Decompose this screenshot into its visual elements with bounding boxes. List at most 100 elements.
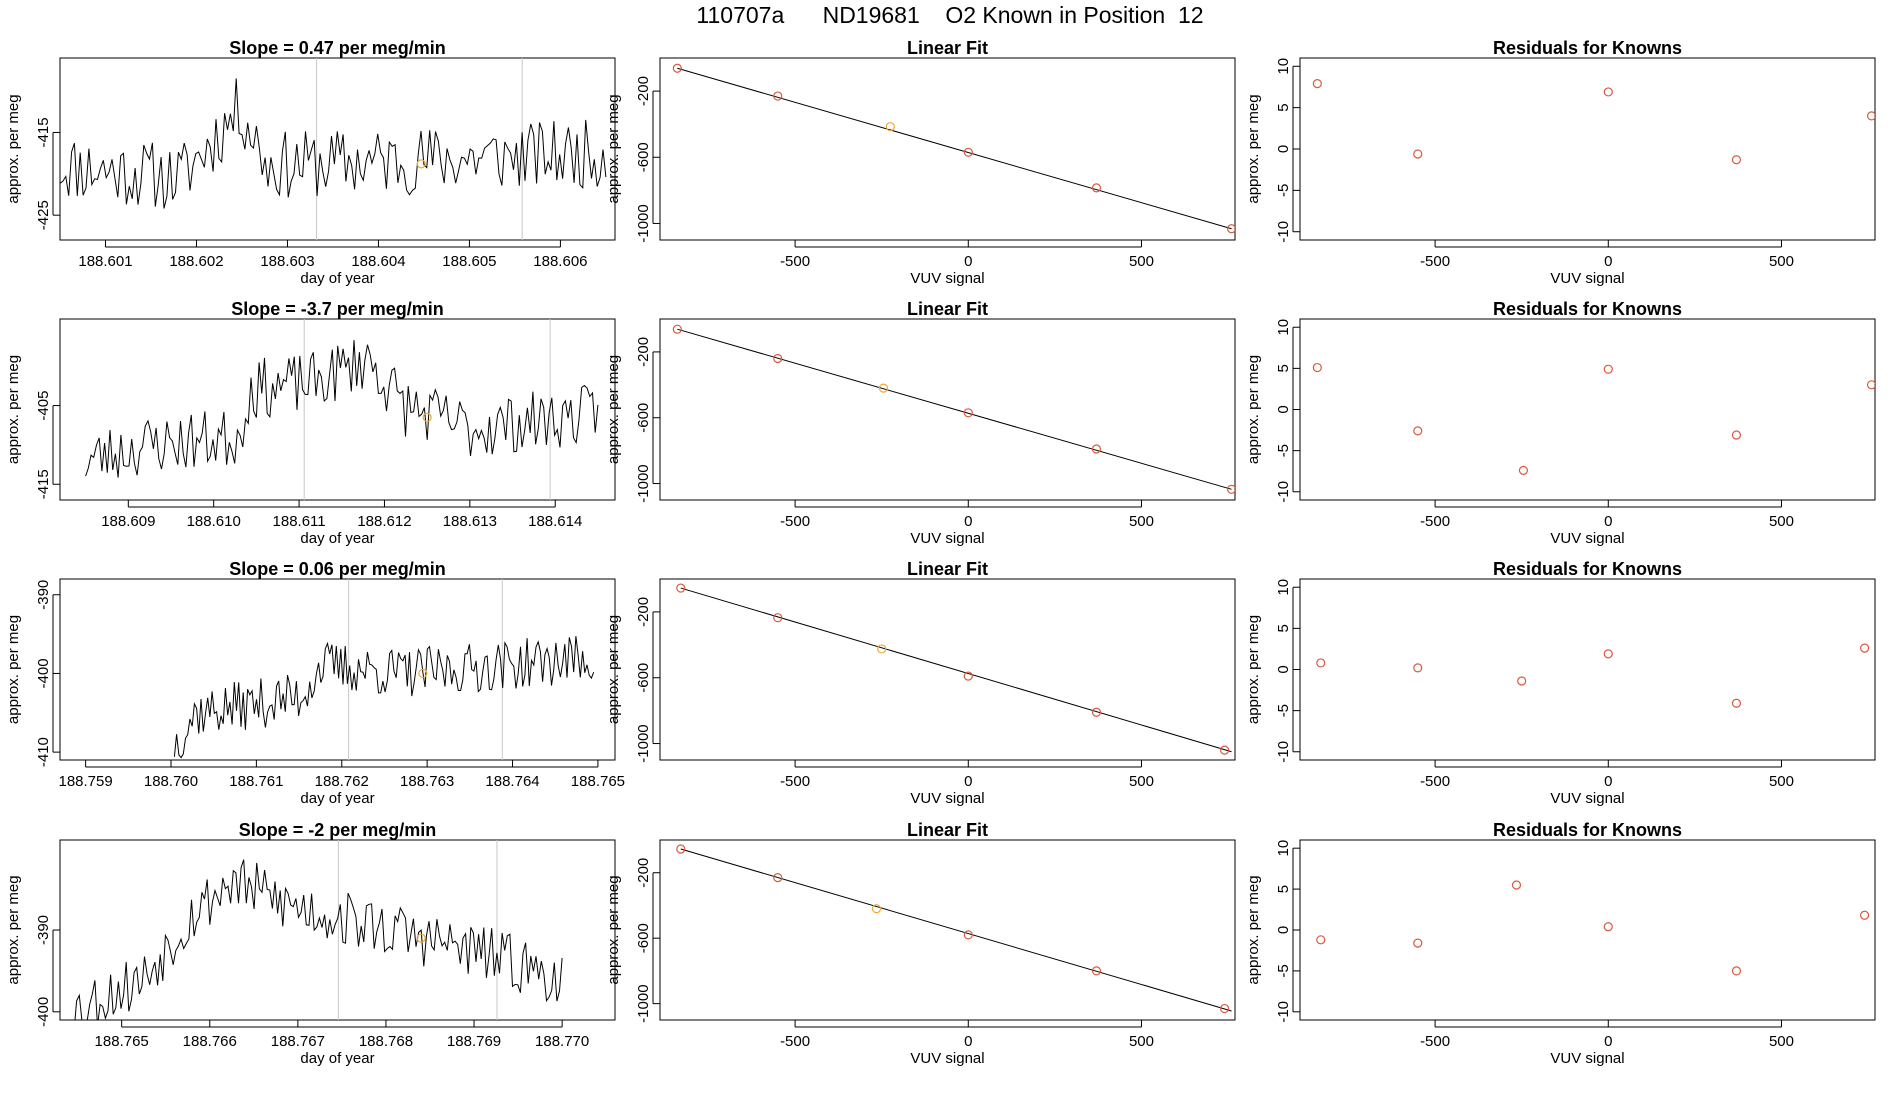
x-axis-label: VUV signal bbox=[1550, 270, 1624, 287]
plot-frame bbox=[659, 57, 1236, 241]
x-tick-label: 500 bbox=[1769, 253, 1794, 270]
data-point bbox=[1220, 1003, 1230, 1014]
fit-line bbox=[680, 848, 1232, 1012]
y-tick-label: 5 bbox=[1275, 103, 1292, 111]
y-tick-label: -400 bbox=[35, 997, 52, 1027]
data-point bbox=[1413, 663, 1423, 673]
x-tick-label: 0 bbox=[964, 773, 972, 790]
y-tick-label: -10 bbox=[1275, 481, 1292, 503]
y-tick-label: -10 bbox=[1275, 741, 1292, 763]
panel-title: Residuals for Knowns bbox=[1493, 299, 1682, 319]
data-point bbox=[1316, 935, 1326, 945]
fit-line bbox=[680, 587, 1232, 753]
data-point bbox=[672, 324, 682, 334]
panel-r4-c3: Residuals for Knowns -500 0 500 VUV signal -1… bbox=[1245, 820, 1876, 1067]
x-tick-label: 188.609 bbox=[101, 513, 155, 530]
y-axis-label: approx. per meg bbox=[5, 355, 22, 464]
x-tick-label: 188.612 bbox=[357, 513, 411, 530]
data-point bbox=[1091, 966, 1102, 976]
data-point bbox=[1517, 676, 1527, 686]
x-tick-label: 188.606 bbox=[533, 253, 587, 270]
plot-area bbox=[74, 840, 563, 1020]
y-tick-label: -600 bbox=[635, 663, 652, 693]
fit-line bbox=[677, 328, 1232, 490]
x-tick-label: -500 bbox=[1420, 253, 1450, 270]
x-axis-label: day of year bbox=[300, 270, 374, 287]
x-tick-label: 188.769 bbox=[447, 1033, 501, 1050]
y-tick-label: -425 bbox=[35, 200, 52, 230]
data-point bbox=[1413, 149, 1423, 159]
y-tick-label: -600 bbox=[635, 403, 652, 433]
y-axis-label: approx. per meg bbox=[1245, 615, 1262, 724]
x-axis-label: day of year bbox=[300, 530, 374, 547]
x-tick-label: 188.763 bbox=[400, 773, 454, 790]
plot-area bbox=[676, 583, 1232, 755]
x-axis-label: VUV signal bbox=[910, 1050, 984, 1067]
x-tick-label: -500 bbox=[780, 513, 810, 530]
series-line bbox=[60, 78, 607, 209]
data-point bbox=[1226, 484, 1235, 494]
data-point bbox=[1731, 155, 1742, 165]
x-tick-label: 500 bbox=[1129, 773, 1154, 790]
x-tick-label: 188.613 bbox=[443, 513, 497, 530]
data-point bbox=[1866, 111, 1875, 121]
data-point bbox=[1603, 922, 1613, 932]
x-tick-label: -500 bbox=[1420, 513, 1450, 530]
x-axis-label: VUV signal bbox=[1550, 790, 1624, 807]
x-tick-label: 500 bbox=[1129, 1033, 1154, 1050]
y-axis-label: approx. per meg bbox=[5, 94, 22, 203]
y-tick-label: -200 bbox=[635, 858, 652, 888]
panel-title: Slope = -2 per meg/min bbox=[239, 820, 437, 840]
data-point bbox=[1603, 649, 1613, 659]
series-line bbox=[74, 859, 563, 1020]
plot-area bbox=[60, 58, 607, 240]
plot-frame bbox=[1299, 839, 1876, 1021]
plot-area bbox=[672, 324, 1235, 494]
y-axis-label: approx. per meg bbox=[5, 875, 22, 984]
data-point bbox=[1731, 430, 1742, 440]
panel-title: Linear Fit bbox=[907, 38, 988, 58]
x-tick-label: -500 bbox=[1420, 1033, 1450, 1050]
panel-title: Slope = 0.06 per meg/min bbox=[229, 559, 446, 579]
y-tick-label: -5 bbox=[1275, 964, 1292, 977]
x-tick-label: 0 bbox=[964, 1033, 972, 1050]
y-tick-label: -415 bbox=[35, 117, 52, 147]
y-tick-label: 5 bbox=[1275, 885, 1292, 893]
y-tick-label: 5 bbox=[1275, 624, 1292, 632]
y-tick-label: 0 bbox=[1275, 926, 1292, 934]
data-point bbox=[1731, 698, 1742, 708]
highlight-point bbox=[877, 644, 887, 654]
x-tick-label: 188.765 bbox=[95, 1033, 149, 1050]
x-tick-label: 188.762 bbox=[315, 773, 369, 790]
y-tick-label: -390 bbox=[35, 915, 52, 945]
x-axis-label: VUV signal bbox=[910, 790, 984, 807]
panel-title: Slope = -3.7 per meg/min bbox=[231, 299, 444, 319]
y-axis-label: approx. per meg bbox=[1245, 94, 1262, 203]
data-point bbox=[1413, 938, 1423, 948]
x-tick-label: 188.614 bbox=[528, 513, 582, 530]
panel-title: Linear Fit bbox=[907, 299, 988, 319]
data-point bbox=[672, 63, 682, 73]
y-tick-label: -600 bbox=[635, 923, 652, 953]
data-point bbox=[1860, 643, 1870, 653]
plot-area bbox=[85, 319, 599, 500]
data-point bbox=[773, 91, 783, 101]
highlight-point bbox=[878, 383, 889, 393]
y-tick-label: -410 bbox=[35, 737, 52, 767]
plot-area bbox=[1316, 880, 1870, 976]
panel-r3-c1: Slope = 0.06 per meg/min 188.759 188.760 18… bbox=[5, 559, 625, 807]
highlight-point bbox=[416, 933, 426, 943]
y-tick-label: -1000 bbox=[635, 204, 652, 242]
y-tick-label: -200 bbox=[635, 337, 652, 367]
y-tick-label: -10 bbox=[1275, 221, 1292, 243]
panel-r2-c2: Linear Fit -500 0 500 VUV signal -1000 -600 -20… bbox=[605, 299, 1236, 547]
y-tick-label: -5 bbox=[1275, 184, 1292, 197]
data-point bbox=[1091, 183, 1102, 193]
y-axis-label: approx. per meg bbox=[1245, 875, 1262, 984]
y-tick-label: 0 bbox=[1275, 405, 1292, 413]
y-tick-label: -5 bbox=[1275, 444, 1292, 457]
x-tick-label: 188.602 bbox=[169, 253, 223, 270]
x-tick-label: 188.604 bbox=[351, 253, 405, 270]
plot-frame bbox=[1299, 57, 1876, 241]
